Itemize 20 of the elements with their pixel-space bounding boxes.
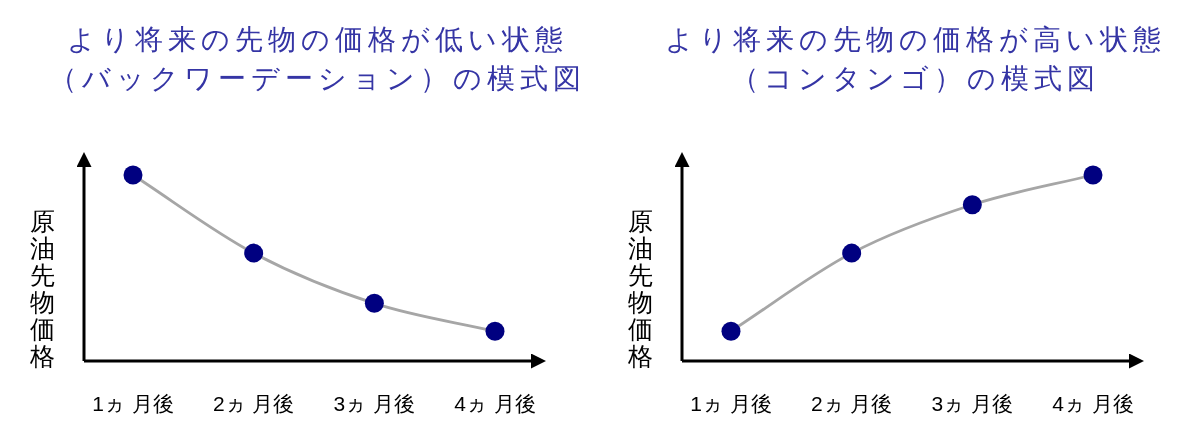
point xyxy=(485,321,505,341)
x-tick-label: 4ヵ 月後 xyxy=(454,392,536,415)
point xyxy=(364,293,384,313)
chart-title: より将来の先物の価格が高い状態（コンタンゴ）の模式図 xyxy=(664,24,1166,94)
point xyxy=(244,243,264,263)
x-tick-label: 3ヵ 月後 xyxy=(333,392,416,415)
x-tick-label: 1ヵ 月後 xyxy=(92,392,174,415)
x-tick-label: 4ヵ 月後 xyxy=(1052,392,1134,415)
y-axis-title: 原油先物価格 xyxy=(28,207,55,370)
point xyxy=(721,321,741,341)
point xyxy=(842,243,862,263)
point xyxy=(1083,165,1103,185)
x-tick-label: 3ヵ 月後 xyxy=(931,392,1014,415)
y-axis-title: 原油先物価格 xyxy=(626,207,653,370)
x-tick-label: 2ヵ 月後 xyxy=(212,392,295,415)
x-tick-label: 1ヵ 月後 xyxy=(690,392,772,415)
chart-title: より将来の先物の価格が低い状態（バックワーデーション）の模式図 xyxy=(48,24,586,94)
x-tick-label: 2ヵ 月後 xyxy=(810,392,893,415)
point xyxy=(962,195,982,215)
point xyxy=(123,165,143,185)
